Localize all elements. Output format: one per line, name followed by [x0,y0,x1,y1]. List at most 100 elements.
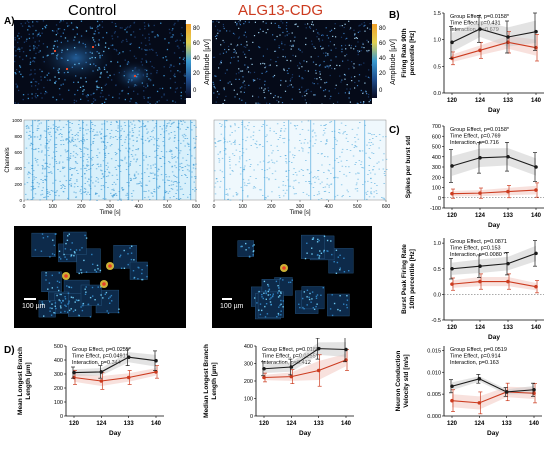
activity-pixel [174,91,177,93]
spike-mark [92,164,94,165]
tile-pixel [84,288,86,290]
spike-mark [178,123,180,125]
spike-mark [179,186,182,188]
series-line [263,348,347,370]
activity-pixel [242,76,244,78]
hot-spot-core [282,266,286,270]
spike-mark [151,192,153,194]
spike-mark [133,174,136,176]
activity-pixel [305,37,307,39]
spike-mark [111,189,113,191]
activity-pixel [156,54,158,56]
spike-mark [180,167,183,169]
spike-mark [124,125,127,126]
raster-xtick-label: 100 [48,204,57,210]
activity-pixel [237,56,239,58]
activity-pixel [38,33,40,35]
spike-mark [262,124,264,125]
spike-mark [118,137,121,139]
scalebar-control-label: 100 µm [22,303,46,310]
tile-pixel [91,253,93,256]
spike-mark [84,177,87,179]
spike-mark [117,131,119,132]
spike-mark [54,144,56,146]
stats-annotation: Time Effect, p=0.914 [450,354,501,360]
tile-pixel [68,286,70,288]
spike-mark [233,155,236,156]
spike-mark [55,126,57,127]
spike-mark [373,134,375,135]
spike-mark [367,174,369,175]
activity-pixel [362,43,364,45]
spike-mark [152,178,155,179]
activity-pixel [261,72,263,74]
spike-mark [115,130,117,131]
spike-mark [133,158,135,160]
data-point [262,366,266,371]
spike-mark [47,128,50,129]
spike-mark [240,186,242,188]
activity-pixel [19,50,21,52]
activity-pixel [163,66,165,68]
spike-mark [234,142,236,144]
tile-pixel [323,251,325,253]
tile-pixel [330,240,332,242]
activity-pixel [365,90,367,92]
spike-mark [119,159,122,161]
spike-mark [103,186,106,188]
activity-pixel [238,27,240,29]
activity-pixel [182,58,184,61]
spike-mark [131,150,134,152]
control-reconstruction: 100 µm [14,226,186,328]
activity-pixel [341,25,343,27]
activity-pixel [180,33,182,35]
activity-pixel [137,73,139,75]
tile-pixel [264,316,267,318]
spike-mark [119,165,121,167]
activity-pixel [244,84,246,86]
activity-pixel [364,24,366,26]
spike-mark [274,178,277,180]
tile-pixel [64,296,66,298]
spike-mark [28,177,30,179]
spike-mark [75,133,78,135]
activity-pixel [29,61,32,63]
activity-pixel [18,71,21,73]
activity-pixel [369,23,371,25]
spike-mark [189,149,191,151]
activity-pixel [283,69,285,71]
spike-mark [335,144,338,145]
activity-pixel [143,96,145,98]
activity-pixel [43,61,45,63]
activity-pixel [122,39,124,42]
spike-mark [338,132,340,133]
activity-pixel [176,87,178,89]
spike-mark [182,140,185,142]
spike-mark [96,193,98,194]
spike-mark [166,126,168,128]
activity-pixel [75,75,77,77]
stats-annotation: Group Effect, p=0.0519 [450,347,507,353]
tile-pixel [267,283,269,286]
activity-pixel [142,34,144,36]
spike-mark [87,148,89,150]
raster-xtick-label: 200 [267,204,276,210]
activity-pixel [55,99,58,101]
activity-pixel [350,47,352,49]
spike-mark [357,178,359,180]
spike-mark [121,187,123,189]
tile-pixel [241,245,243,248]
activity-pixel [98,52,100,54]
activity-pixel [173,65,175,67]
tile-pixel [80,272,83,274]
spike-mark [302,192,305,193]
spike-mark [362,184,364,185]
y-tick-label: 500 [432,145,441,151]
spike-mark [195,126,197,128]
spike-mark [316,194,319,196]
tile-pixel [110,294,113,297]
activity-pixel [49,79,51,81]
activity-pixel [184,75,186,77]
spike-mark [188,170,191,172]
spike-mark [292,186,294,188]
